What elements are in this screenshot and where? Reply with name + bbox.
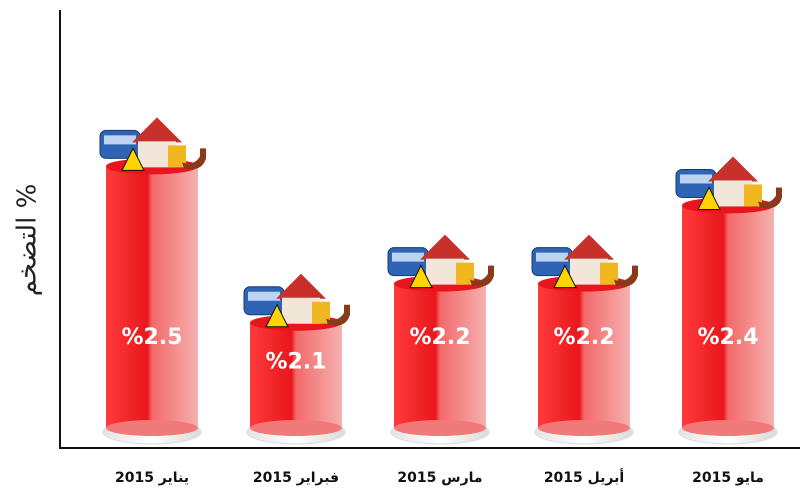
pipe-icon (758, 187, 782, 209)
bar-bottom (538, 420, 630, 436)
x-tick-label: فبراير 2015 (253, 470, 339, 486)
bar-icon (243, 273, 350, 328)
house-roof (708, 156, 758, 182)
shirt-icon (168, 145, 186, 168)
bar-icon (99, 117, 206, 171)
bar (250, 322, 342, 428)
bar-icon (387, 234, 494, 289)
shirt-icon (744, 184, 762, 207)
x-tick-label: مايو 2015 (692, 470, 764, 486)
pipe-icon (470, 265, 494, 287)
bus-window (536, 252, 568, 262)
value-label: %2.1 (265, 350, 326, 375)
bar-bottom (682, 420, 774, 436)
warning-icon (265, 303, 289, 328)
pipe-icon (326, 304, 350, 326)
value-label: %2.5 (121, 325, 182, 350)
value-label: %2.2 (409, 325, 470, 350)
pipe-icon (614, 265, 638, 287)
house-roof (132, 117, 182, 143)
house-roof (564, 234, 614, 260)
pipe-icon (182, 148, 206, 170)
bar (394, 283, 486, 428)
x-tick-label: يناير 2015 (115, 470, 189, 486)
warning-icon (697, 186, 721, 210)
bus-window (104, 135, 136, 145)
value-label: %2.4 (697, 325, 758, 350)
bus-window (680, 174, 712, 184)
bar-bottom (250, 420, 342, 436)
bar (682, 205, 774, 428)
house-roof (276, 273, 326, 299)
warning-icon (409, 264, 433, 289)
value-label: %2.2 (553, 325, 614, 350)
warning-icon (121, 147, 145, 171)
bar-icon (675, 156, 782, 210)
shirt-icon (312, 301, 330, 324)
house-roof (420, 234, 470, 260)
bar-icon (531, 234, 638, 289)
bar-bottom (106, 420, 198, 436)
bar (106, 166, 198, 428)
shirt-icon (600, 262, 618, 285)
bar (538, 283, 630, 428)
warning-icon (553, 264, 577, 289)
shirt-icon (456, 262, 474, 285)
x-tick-label: مارس 2015 (397, 470, 482, 486)
y-axis-label: التضخم % (13, 184, 43, 297)
bar-bottom (394, 420, 486, 436)
bus-window (248, 291, 280, 301)
bus-window (392, 252, 424, 262)
x-tick-label: أبريل 2015 (544, 468, 624, 486)
